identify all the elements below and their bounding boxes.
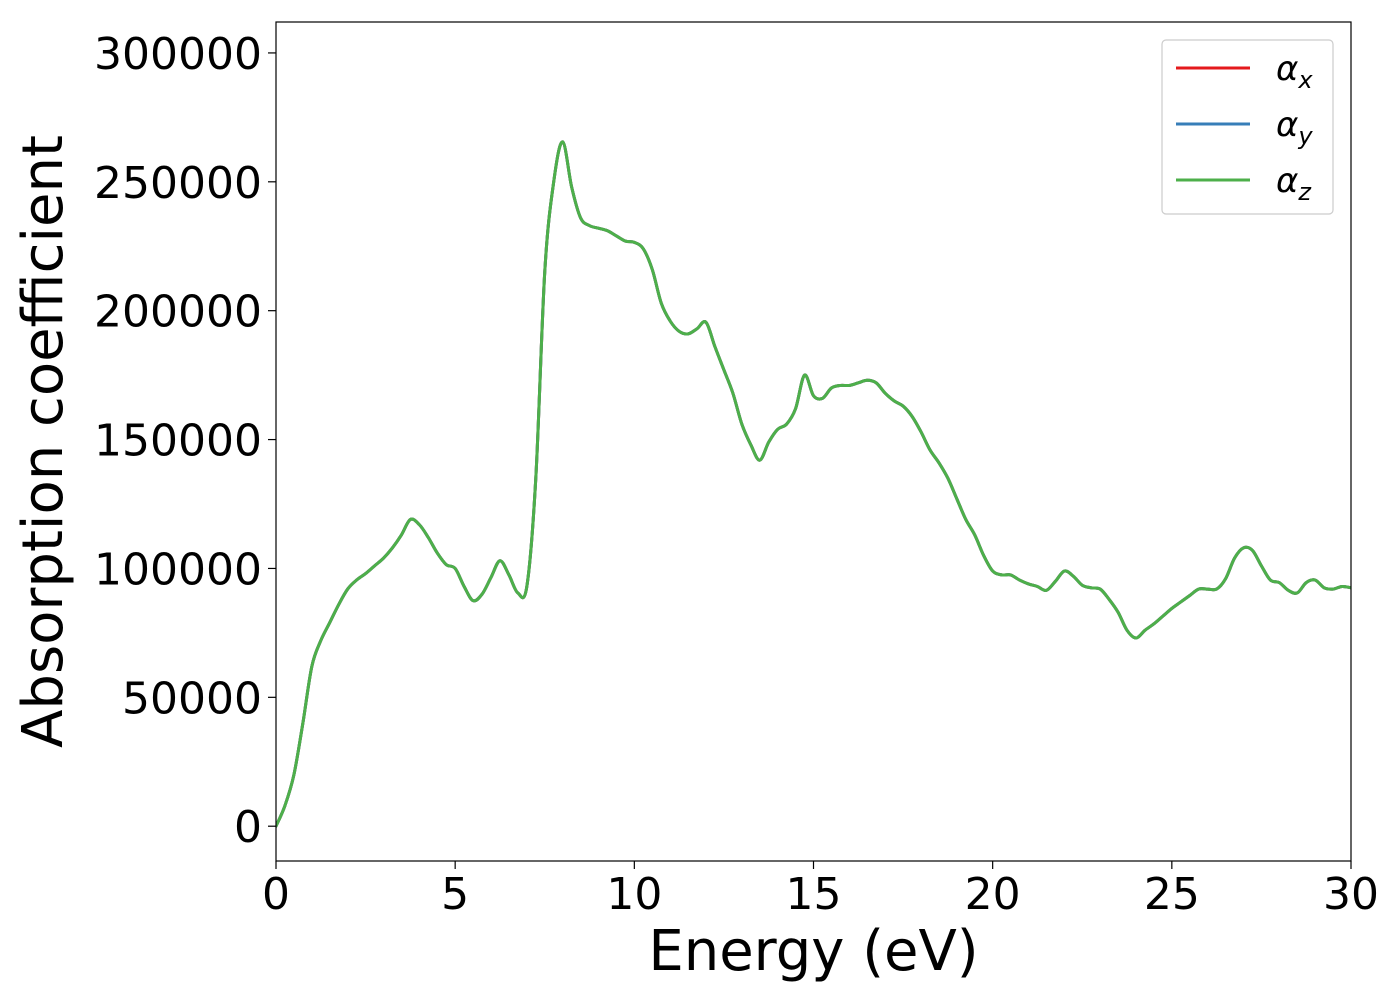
y-tick-label: 100000 [94, 544, 262, 595]
x-axis-label: Energy (eV) [648, 919, 978, 984]
x-tick-label: 10 [606, 869, 662, 920]
x-axis-ticks: 0 5 10 15 20 25 30 [262, 861, 1379, 920]
y-tick-label: 150000 [94, 416, 262, 467]
y-axis-label: Absorption coefficient [11, 135, 76, 748]
x-tick-label: 5 [441, 869, 469, 920]
legend-box [1161, 39, 1334, 215]
x-tick-label: 20 [965, 869, 1021, 920]
x-tick-label: 0 [262, 869, 290, 920]
series-layer [276, 140, 1351, 828]
y-tick-label: 250000 [94, 158, 262, 209]
x-tick-label: 30 [1323, 869, 1379, 920]
y-tick-label: 300000 [94, 29, 262, 80]
legend-label-z: αz [1276, 161, 1312, 206]
legend-label-x: αx [1276, 49, 1313, 94]
y-axis-ticks: 0 50000 100000 150000 200000 250000 300000 [94, 29, 276, 853]
y-tick-label: 50000 [122, 673, 262, 724]
series-line-z [276, 140, 1351, 828]
x-tick-label: 25 [1144, 869, 1200, 920]
x-tick-label: 15 [786, 869, 842, 920]
legend: αx αy αz [1161, 39, 1334, 215]
y-tick-label: 200000 [94, 287, 262, 338]
y-tick-label: 0 [234, 802, 262, 853]
legend-label-y: αy [1276, 105, 1313, 150]
